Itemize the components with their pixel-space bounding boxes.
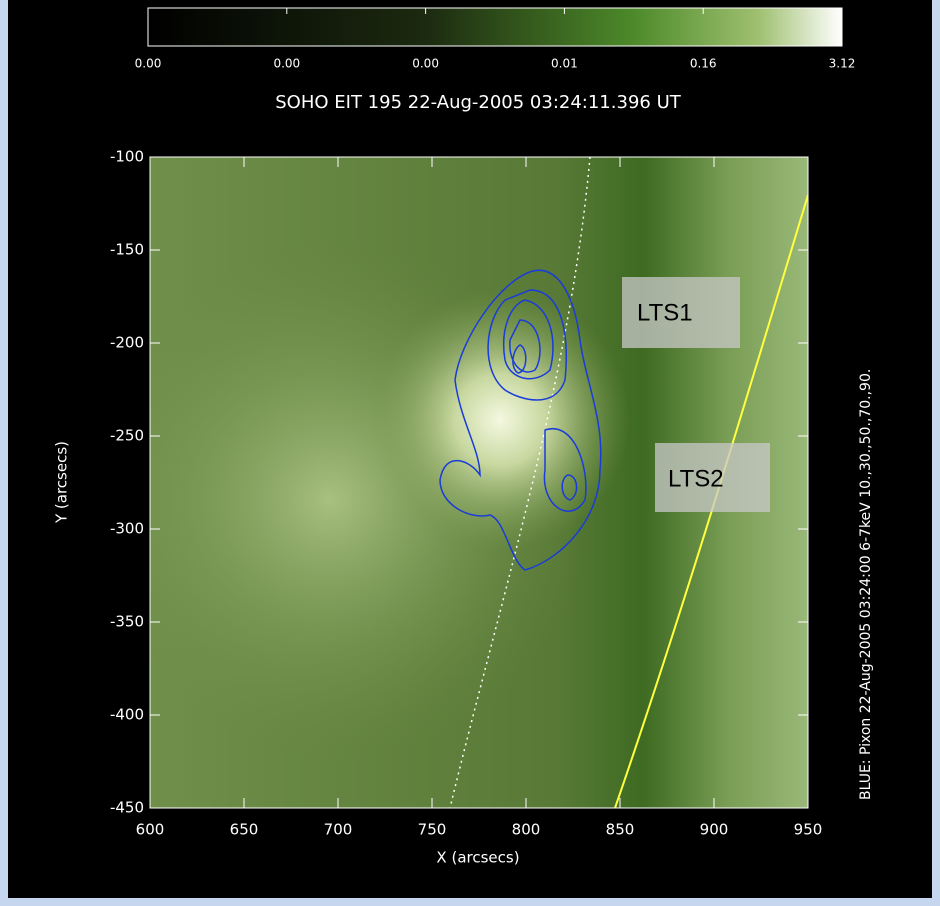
x-tick-label: 850 xyxy=(606,821,635,839)
x-tick-label: 700 xyxy=(324,821,353,839)
y-tick-label: -150 xyxy=(110,241,144,259)
y-tick-label: -100 xyxy=(110,148,144,166)
annotation: LTS1 xyxy=(637,299,693,326)
colorbar-label: 0.01 xyxy=(551,57,578,71)
y-axis-label: Y (arcsecs) xyxy=(53,441,71,524)
x-tick-label: 950 xyxy=(794,821,823,839)
colorbar-label: 0.00 xyxy=(273,57,300,71)
x-tick-label: 600 xyxy=(136,821,165,839)
chart-title: SOHO EIT 195 22-Aug-2005 03:24:11.396 UT xyxy=(275,92,681,113)
y-tick-label: -450 xyxy=(110,799,144,817)
x-tick-label: 750 xyxy=(418,821,447,839)
colorbar-label: 3.12 xyxy=(829,57,856,71)
chart: SOHO EIT 195 22-Aug-2005 03:24:11.396 UT… xyxy=(0,0,940,906)
y-tick-label: -300 xyxy=(110,520,144,538)
x-tick-label: 650 xyxy=(230,821,259,839)
colorbar-label: 0.00 xyxy=(412,57,439,71)
annotation: LTS2 xyxy=(668,465,724,492)
colorbar xyxy=(148,8,842,46)
y-tick-label: -350 xyxy=(110,613,144,631)
y-tick-label: -400 xyxy=(110,706,144,724)
side-label: BLUE: Pixon 22-Aug-2005 03:24:00 6-7keV … xyxy=(858,369,874,800)
y-tick-label: -200 xyxy=(110,334,144,352)
colorbar-label: 0.16 xyxy=(690,57,717,71)
colorbar-label: 0.00 xyxy=(135,57,162,71)
page: SOHO EIT 195 22-Aug-2005 03:24:11.396 UT… xyxy=(0,0,940,906)
x-tick-label: 800 xyxy=(512,821,541,839)
y-tick-label: -250 xyxy=(110,427,144,445)
x-axis-label: X (arcsecs) xyxy=(436,849,519,867)
x-tick-label: 900 xyxy=(700,821,729,839)
